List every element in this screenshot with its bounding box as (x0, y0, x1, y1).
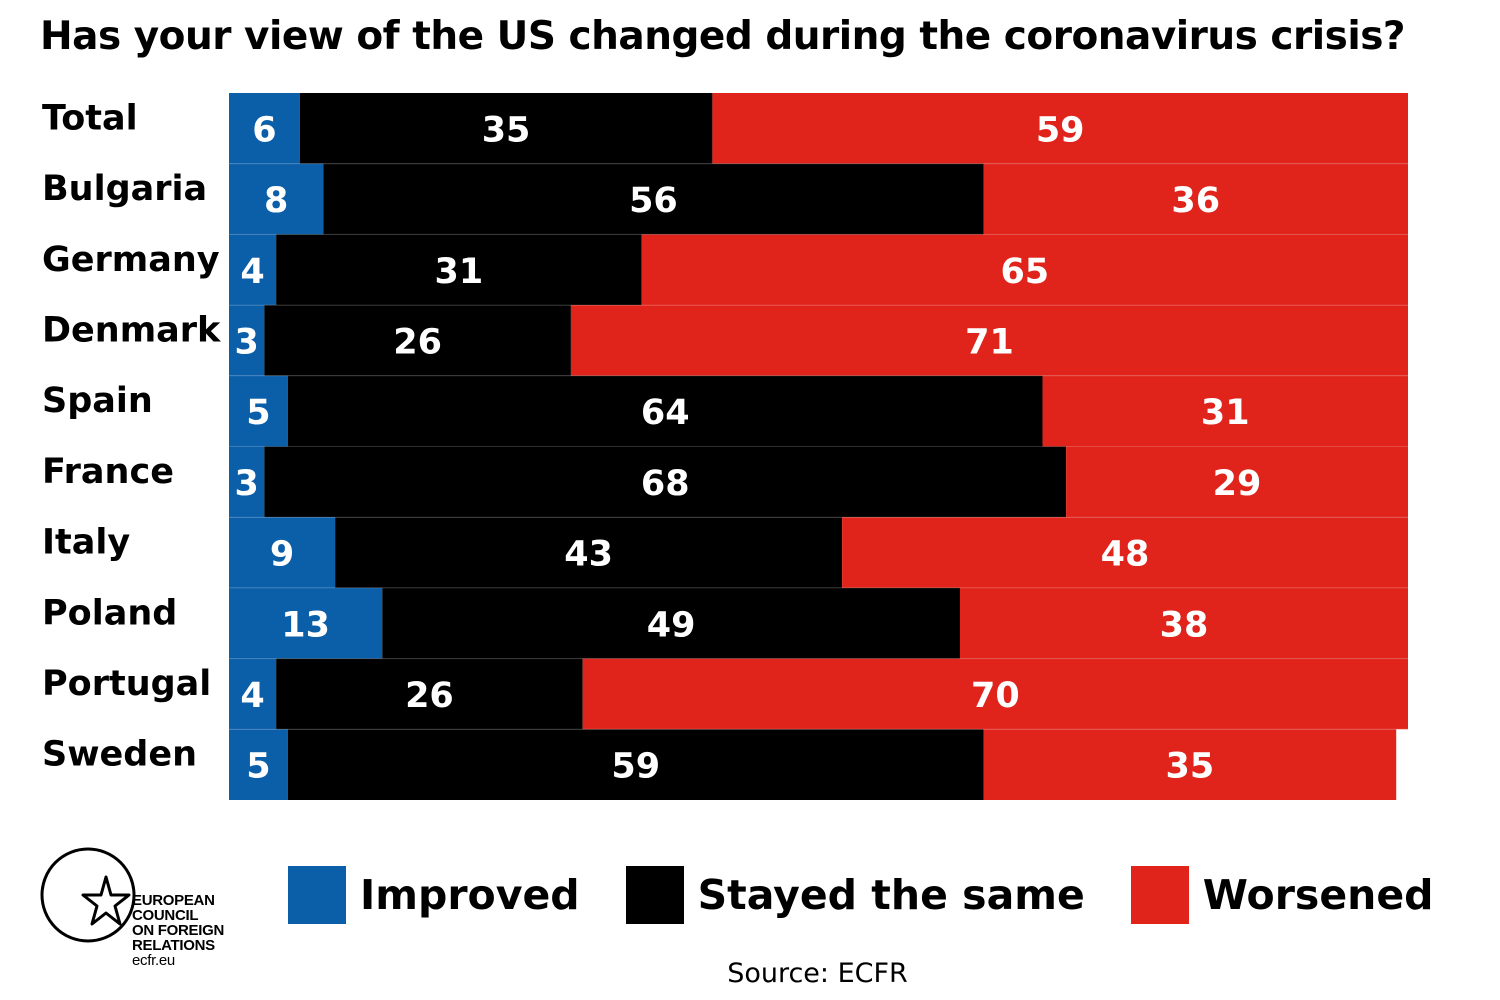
value-label-stayed-the-same-france: 68 (641, 464, 690, 504)
bar-stayed-the-same-total (299, 93, 713, 164)
category-label-germany: Germany (42, 240, 220, 280)
value-label-improved-france: 3 (235, 464, 259, 504)
category-label-poland: Poland (42, 593, 177, 633)
bar-improved-poland (229, 587, 383, 659)
bar-improved-total (229, 93, 300, 164)
legend-swatch-worsened (1130, 866, 1189, 924)
bar-worsened-germany (641, 234, 1408, 306)
value-label-improved-total: 6 (252, 110, 276, 150)
value-label-stayed-the-same-germany: 31 (435, 252, 484, 292)
value-label-stayed-the-same-poland: 49 (647, 605, 696, 645)
value-label-improved-germany: 4 (240, 252, 264, 292)
bar-stayed-the-same-spain (287, 375, 1043, 447)
value-label-worsened-sweden: 35 (1166, 747, 1215, 787)
bar-improved-france (229, 446, 265, 518)
value-label-stayed-the-same-bulgaria: 56 (629, 181, 678, 221)
legend-label-worsened: Worsened (1202, 871, 1434, 919)
legend-label-improved: Improved (360, 871, 580, 919)
bar-stayed-the-same-portugal (276, 658, 583, 730)
bar-stayed-the-same-france (264, 446, 1067, 518)
logo-line-1: EUROPEAN (132, 892, 215, 909)
category-label-total: Total (42, 98, 138, 138)
legend-label-same: Stayed the same (697, 871, 1085, 919)
legend-item-same: Stayed the same (625, 866, 1085, 924)
bar-improved-spain (229, 375, 288, 447)
bar-stayed-the-same-sweden (287, 729, 984, 800)
bar-improved-bulgaria (229, 163, 324, 235)
category-label-sweden: Sweden (42, 735, 197, 775)
ecfr-logo-icon (40, 847, 136, 943)
category-label-france: France (42, 452, 174, 492)
category-label-bulgaria: Bulgaria (42, 169, 207, 209)
legend-item-worsened: Worsened (1130, 866, 1434, 924)
value-label-stayed-the-same-total: 35 (482, 110, 531, 150)
value-label-worsened-poland: 38 (1160, 605, 1209, 645)
logo-line-3: ON FOREIGN (132, 922, 225, 939)
value-label-improved-bulgaria: 8 (264, 181, 288, 221)
value-label-improved-denmark: 3 (235, 322, 259, 362)
bar-improved-portugal (229, 658, 277, 730)
value-label-worsened-bulgaria: 36 (1171, 181, 1220, 221)
value-label-stayed-the-same-denmark: 26 (393, 322, 442, 362)
value-label-worsened-spain: 31 (1201, 393, 1250, 433)
bar-stayed-the-same-bulgaria (323, 163, 984, 235)
value-label-stayed-the-same-portugal: 26 (405, 676, 454, 716)
logo-text: EUROPEAN COUNCIL ON FOREIGN RELATIONS ec… (132, 893, 224, 968)
bar-worsened-italy (842, 517, 1408, 588)
category-label-portugal: Portugal (42, 664, 211, 704)
source-note: Source: ECFR (727, 958, 908, 989)
bar-improved-sweden (229, 729, 288, 800)
value-label-improved-sweden: 5 (246, 747, 270, 787)
category-label-italy: Italy (42, 523, 130, 563)
value-label-stayed-the-same-sweden: 59 (611, 747, 660, 787)
value-label-worsened-denmark: 71 (965, 322, 1014, 362)
bar-worsened-poland (959, 587, 1408, 659)
legend-swatch-improved (288, 866, 346, 924)
bar-worsened-portugal (582, 658, 1408, 730)
value-label-improved-italy: 9 (270, 535, 294, 575)
legend-item-improved: Improved (288, 866, 580, 924)
bar-improved-italy (229, 517, 336, 588)
bar-stayed-the-same-denmark (264, 305, 571, 376)
stacked-bar-chart: 6 35 59 8 56 36 4 31 65 3 26 71 5 64 31 3 68 29 9 43 48 13 49 3… (42, 93, 1408, 800)
value-label-worsened-france: 29 (1213, 464, 1262, 504)
value-label-improved-poland: 13 (281, 605, 330, 645)
value-label-improved-portugal: 4 (240, 676, 264, 716)
logo-line-4: RELATIONS (132, 937, 215, 954)
value-label-stayed-the-same-spain: 64 (641, 393, 690, 433)
bar-worsened-total (712, 93, 1408, 164)
value-label-stayed-the-same-italy: 43 (564, 535, 613, 575)
value-label-worsened-italy: 48 (1101, 535, 1150, 575)
bar-worsened-spain (1042, 375, 1408, 447)
bar-worsened-denmark (570, 305, 1408, 376)
bar-worsened-france (1066, 446, 1408, 518)
value-label-improved-spain: 5 (246, 393, 270, 433)
legend-swatch-same (625, 866, 684, 924)
logo-url: ecfr.eu (132, 952, 175, 969)
value-label-worsened-germany: 65 (1000, 252, 1049, 292)
category-label-denmark: Denmark (42, 310, 221, 350)
bar-stayed-the-same-germany (276, 234, 642, 306)
bar-stayed-the-same-poland (382, 587, 960, 659)
category-label-spain: Spain (42, 381, 153, 421)
bar-worsened-bulgaria (983, 163, 1408, 235)
bar-stayed-the-same-italy (335, 517, 843, 588)
chart-title: Has your view of the US changed during t… (40, 14, 1406, 59)
value-label-worsened-portugal: 70 (971, 676, 1020, 716)
legend: Improved Stayed the same Worsened (288, 866, 1480, 924)
logo-line-2: COUNCIL (132, 907, 199, 924)
bar-worsened-sweden (983, 729, 1397, 800)
bar-improved-denmark (229, 305, 265, 376)
bar-improved-germany (229, 234, 277, 306)
value-label-worsened-total: 59 (1036, 110, 1085, 150)
